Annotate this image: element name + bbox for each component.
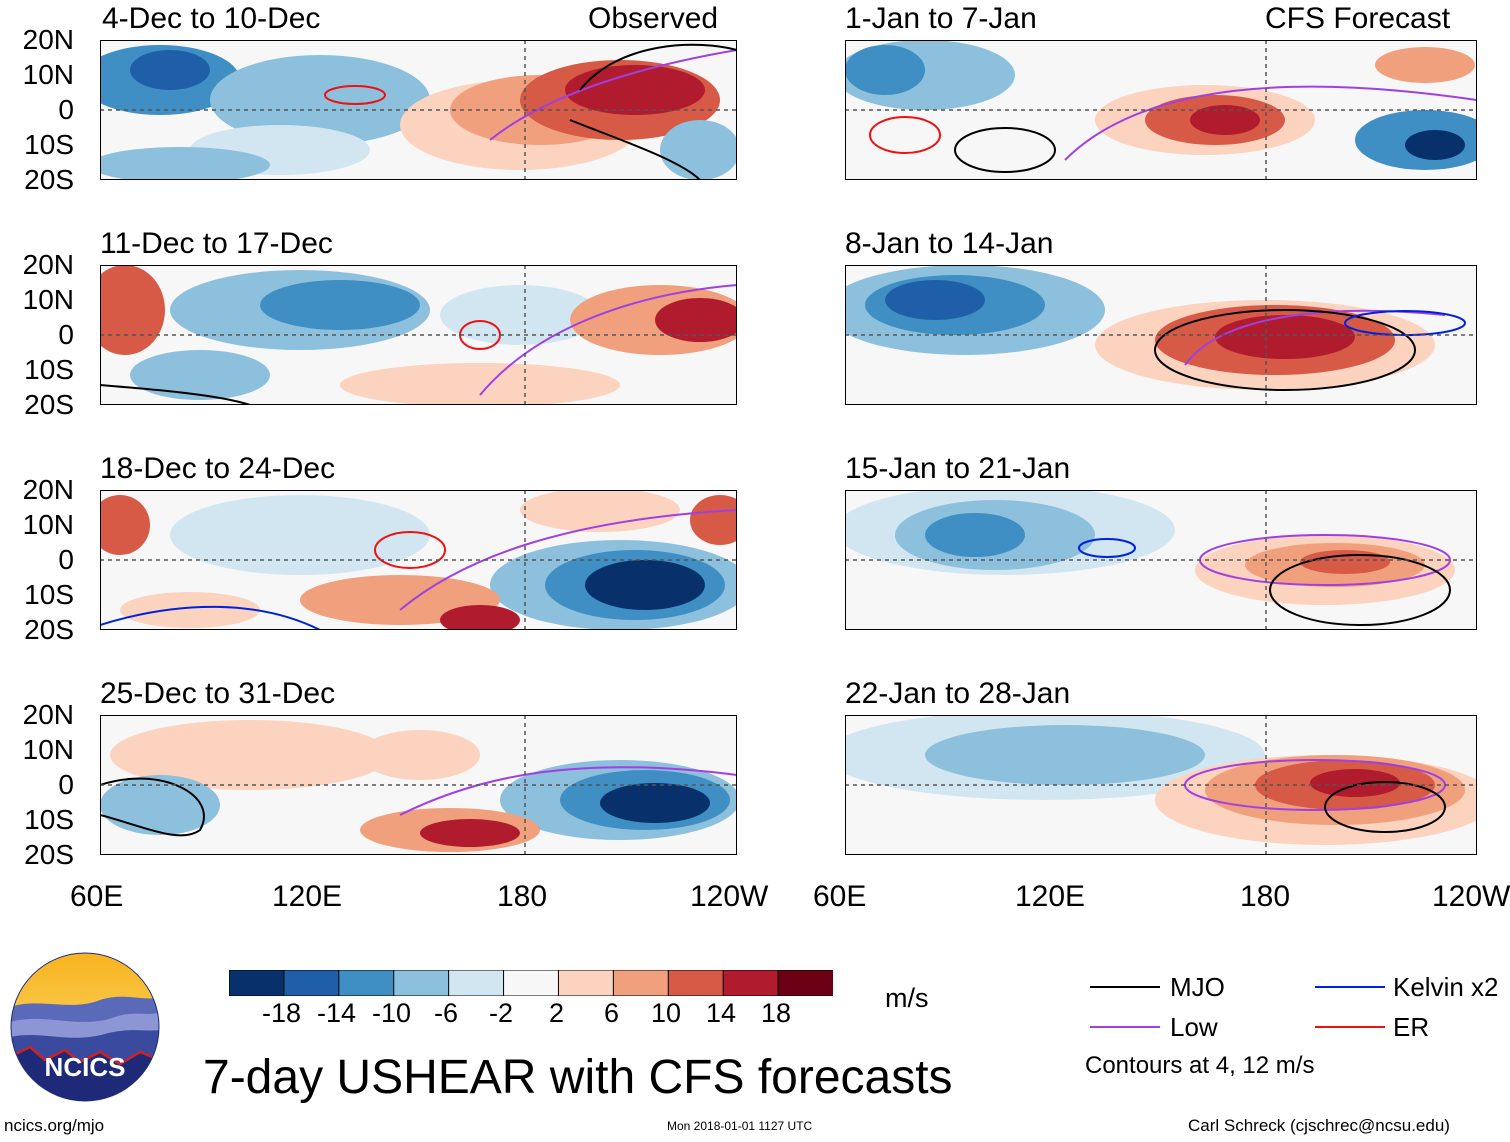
colorbar-label: -6 [434,998,459,1028]
colorbar-swatch [393,969,450,997]
y-tick: 0 [58,769,74,800]
y-tick: 10N [22,284,74,315]
footer-url[interactable]: ncics.org/mjo [4,1116,105,1135]
observed-map-2 [100,265,737,405]
ncics-logo: NCICS [10,952,160,1102]
colorbar-swatches [228,969,835,997]
x-tick: 120E [272,880,343,913]
colorbar-label: -14 [317,998,357,1028]
legend-label-mjo: MJO [1170,972,1225,1002]
forecast-panel-1 [845,40,1477,180]
y-tick: 20S [24,614,74,645]
legend-line-er [1315,1026,1385,1028]
footer-timestamp: Mon 2018-01-01 1127 UTC [667,1119,813,1133]
x-tick: 60E [813,880,867,913]
logo-text: NCICS [44,1052,126,1082]
forecast-map-4 [845,715,1477,855]
forecast-panel-3-title: 15-Jan to 21-Jan [845,452,1071,485]
colorbar-label: 10 [651,998,682,1028]
colorbar [228,969,835,997]
forecast-panel-4-title: 22-Jan to 28-Jan [845,677,1071,710]
y-tick: 20N [22,474,74,505]
observed-column-label: Observed [588,2,719,35]
y-tick: 10N [22,509,74,540]
colorbar-swatch [503,969,560,997]
forecast-panel-3 [845,490,1477,630]
colorbar-label: 14 [706,998,737,1028]
colorbar-swatch [283,969,340,997]
forecast-panel-2 [845,265,1477,405]
y-tick: 20N [22,699,74,730]
observed-panel-2-title: 11-Dec to 17-Dec [100,227,333,260]
forecast-panel-4 [845,715,1477,855]
legend-line-mjo [1090,986,1160,988]
observed-panel-3 [100,490,737,630]
forecast-map-1 [845,40,1477,180]
legend-label-low: Low [1170,1012,1218,1042]
observed-panel-4 [100,715,737,855]
colorbar-label: 18 [761,998,792,1028]
x-tick: 120W [1432,880,1510,913]
y-tick: 10N [22,59,74,90]
y-tick: 20S [24,389,74,420]
observed-map-1 [100,40,737,180]
observed-panel-1-title: 4-Dec to 10-Dec [102,2,321,35]
y-tick: 10N [22,734,74,765]
colorbar-label: -2 [489,998,514,1028]
colorbar-swatch [612,969,670,997]
colorbar-swatch [777,969,835,997]
observed-panel-2 [100,265,737,405]
colorbar-swatch [338,969,395,997]
forecast-panel-1-title: 1-Jan to 7-Jan [845,2,1037,35]
y-tick: 0 [58,94,74,125]
legend-label-kelvin: Kelvin x2 [1393,972,1499,1002]
observed-panel-4-title: 25-Dec to 31-Dec [100,677,336,710]
x-tick: 120E [1015,880,1086,913]
forecast-column-label: CFS Forecast [1265,2,1451,35]
x-tick: 60E [70,880,124,913]
x-tick: 120W [690,880,769,913]
colorbar-swatch [722,969,780,997]
legend-line-low [1090,1026,1160,1028]
legend-contours-note: Contours at 4, 12 m/s [1085,1052,1315,1079]
y-tick: 0 [58,544,74,575]
legend-label-er: ER [1393,1012,1430,1042]
y-tick: 10S [24,804,74,835]
x-tick: 180 [497,880,548,913]
footer-credit: Carl Schreck (cjschrec@ncsu.edu) [1188,1116,1450,1135]
observed-map-4 [100,715,737,855]
colorbar-swatch [228,969,285,997]
main-title: 7-day USHEAR with CFS forecasts [203,1051,953,1104]
y-tick: 10S [24,354,74,385]
legend-line-kelvin [1315,986,1385,988]
colorbar-label: -18 [262,998,302,1028]
y-tick: 10S [24,579,74,610]
colorbar-swatch [667,969,725,997]
forecast-panel-2-title: 8-Jan to 14-Jan [845,227,1054,260]
observed-panel-1 [100,40,737,180]
colorbar-label: 2 [549,998,565,1028]
observed-panel-3-title: 18-Dec to 24-Dec [100,452,336,485]
forecast-map-3 [845,490,1477,630]
y-tick: 20S [24,839,74,870]
colorbar-label: -10 [372,998,412,1028]
forecast-map-2 [845,265,1477,405]
y-tick: 0 [58,319,74,350]
y-tick: 10S [24,129,74,160]
y-tick: 20N [22,249,74,280]
colorbar-label: 6 [604,998,620,1028]
x-tick: 180 [1240,880,1291,913]
colorbar-units: m/s [885,983,929,1013]
colorbar-swatch [557,969,615,997]
y-tick: 20N [22,24,74,55]
colorbar-swatch [448,969,505,997]
y-tick: 20S [24,164,74,195]
observed-map-3 [100,490,737,630]
